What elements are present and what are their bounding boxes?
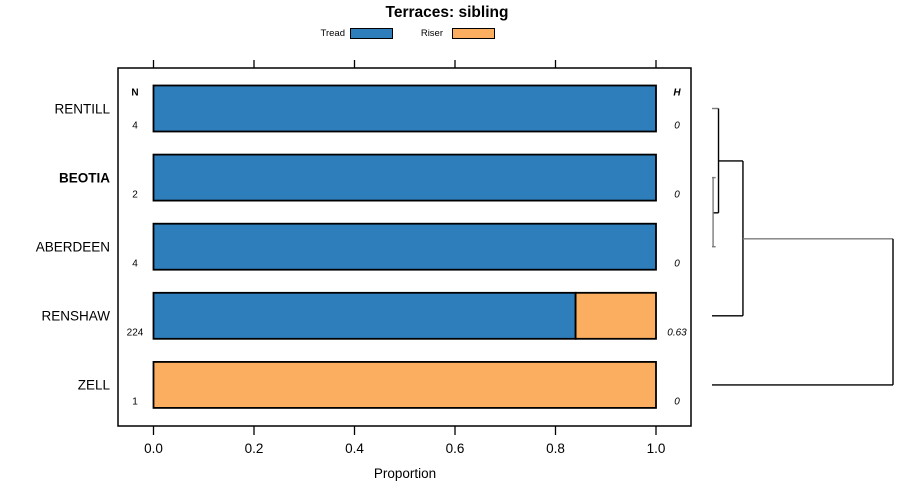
x-axis-tick-label: 0.4 bbox=[345, 441, 364, 456]
legend-swatch-tread-icon bbox=[350, 28, 393, 39]
bar-segment-riser-renshaw bbox=[574, 291, 657, 340]
bar-segment-tread-renshaw bbox=[152, 291, 577, 340]
h-column-header: H bbox=[673, 87, 681, 99]
y-axis-label-rentill: RENTILL bbox=[54, 101, 110, 116]
chart-title: Terraces: sibling bbox=[385, 4, 509, 21]
n-column-header: N bbox=[131, 87, 139, 99]
h-value-zell: 0 bbox=[674, 396, 680, 408]
y-axis-label-beotia: BEOTIA bbox=[58, 170, 110, 186]
h-value-aberdeen: 0 bbox=[674, 258, 680, 270]
y-axis-label-zell: ZELL bbox=[77, 377, 110, 393]
h-value-rentill: 0 bbox=[674, 120, 680, 131]
legend-swatch-riser-icon bbox=[452, 28, 495, 39]
x-axis-tick-label: 0.0 bbox=[144, 441, 163, 456]
bar-segment-tread-beotia bbox=[152, 153, 657, 202]
y-axis-label-renshaw: RENSHAW bbox=[41, 308, 110, 324]
n-value-renshaw: 224 bbox=[126, 327, 144, 339]
h-value-beotia: 0 bbox=[674, 189, 680, 201]
legend-label-riser: Riser bbox=[420, 28, 443, 39]
n-value-aberdeen: 4 bbox=[132, 258, 138, 270]
bar-segment-tread-rentill bbox=[152, 84, 657, 133]
n-value-beotia: 2 bbox=[132, 189, 138, 201]
plot-box bbox=[117, 67, 692, 427]
x-axis-tick-label: 1.0 bbox=[646, 441, 666, 456]
bar-segment-riser-zell bbox=[152, 360, 657, 409]
n-value-zell: 1 bbox=[132, 396, 138, 408]
x-axis-tick-label: 0.2 bbox=[244, 441, 264, 456]
legend-label-tread: Tread bbox=[320, 28, 345, 39]
n-value-rentill: 4 bbox=[132, 120, 138, 131]
x-axis-tick-label: 0.8 bbox=[546, 441, 565, 456]
x-axis-tick-label: 0.6 bbox=[445, 441, 465, 456]
h-value-renshaw: 0.63 bbox=[667, 327, 687, 339]
x-axis-title: Proportion bbox=[373, 466, 437, 481]
y-axis-label-aberdeen: ABERDEEN bbox=[35, 239, 110, 255]
bar-segment-tread-aberdeen bbox=[152, 222, 657, 271]
